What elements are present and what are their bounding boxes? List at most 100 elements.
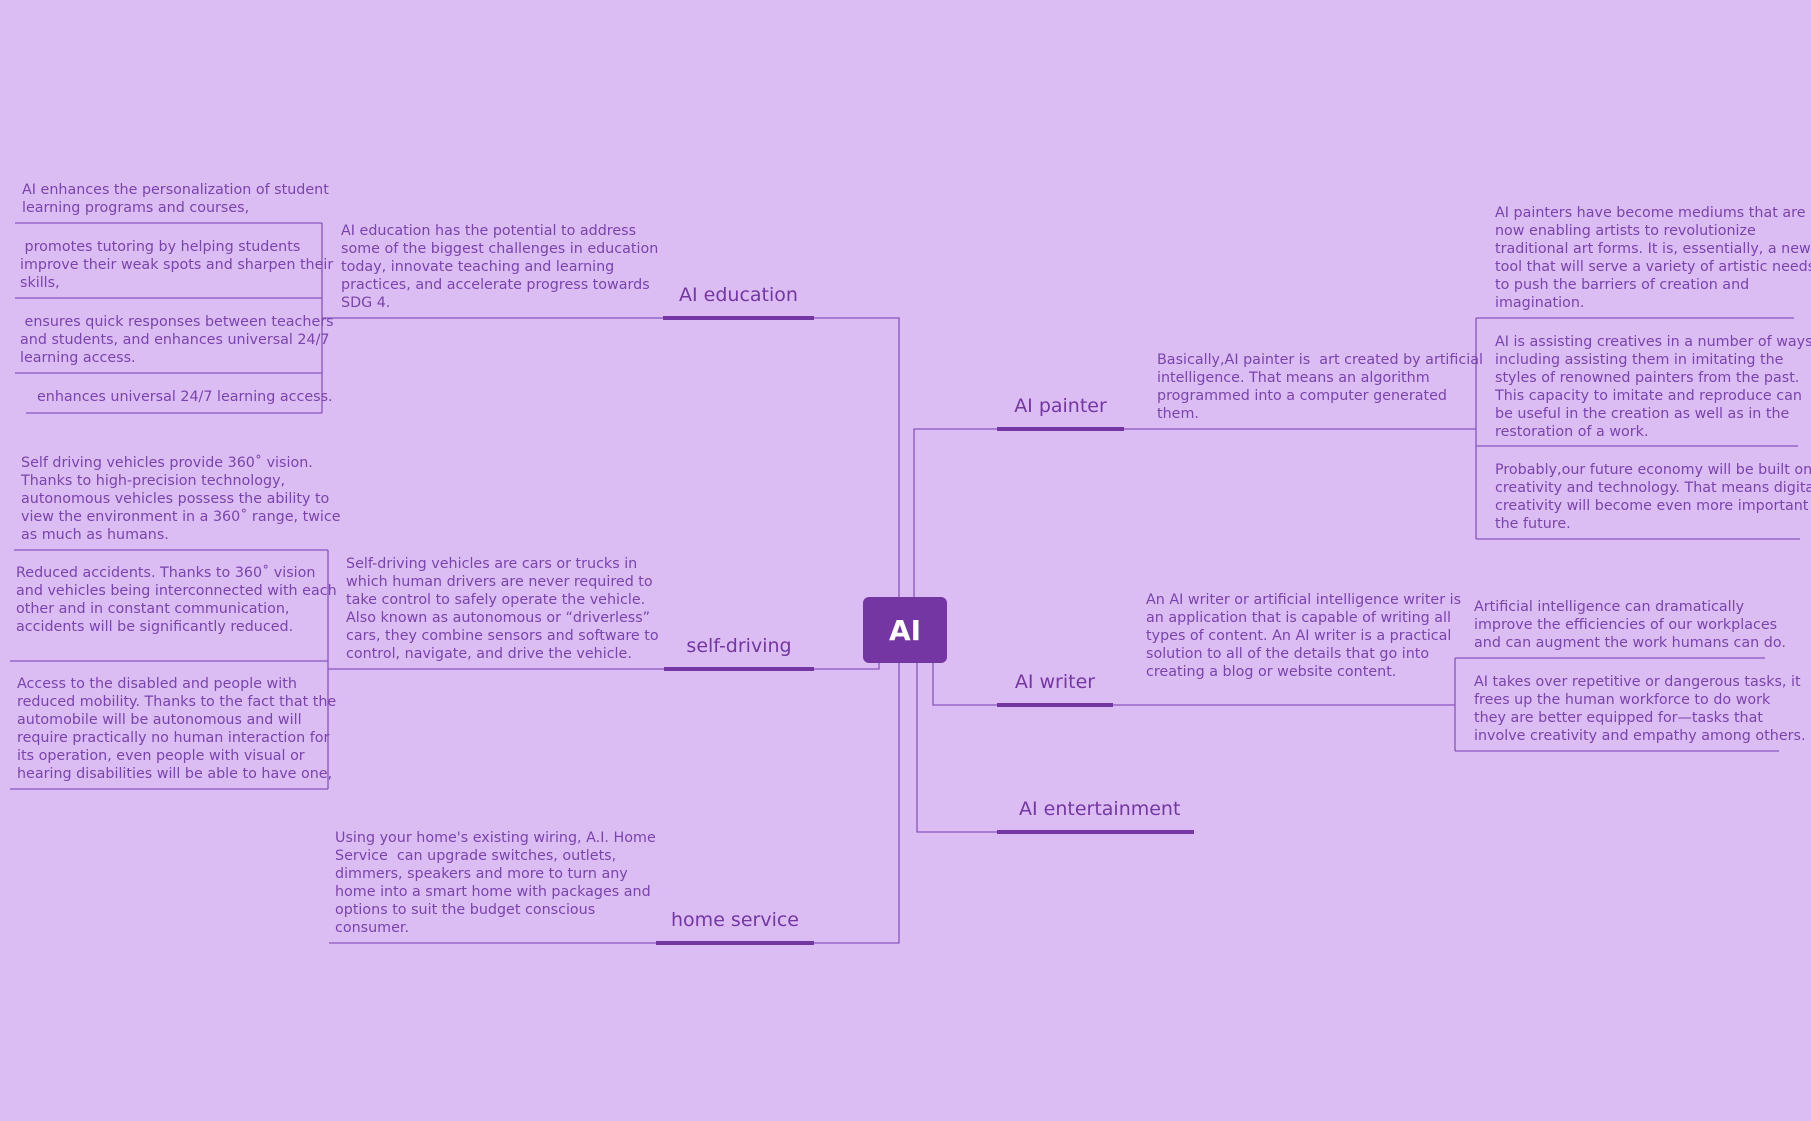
note-line: AI is assisting creatives in a number of… bbox=[1495, 334, 1811, 350]
note-line: programmed into a computer generated bbox=[1157, 387, 1447, 404]
note-line: Artificial intelligence can dramatically bbox=[1474, 599, 1745, 615]
note-line: skills, bbox=[20, 274, 60, 291]
note-line: Also known as autonomous or “driverless” bbox=[346, 609, 651, 626]
note-line: tool that will serve a variety of artist… bbox=[1495, 258, 1811, 275]
note-line: solution to all of the details that go i… bbox=[1146, 645, 1430, 662]
note-line: accidents will be significantly reduced. bbox=[16, 618, 294, 635]
note-line: to push the barriers of creation and bbox=[1495, 276, 1750, 293]
branch-ai-education[interactable]: AI education bbox=[679, 284, 798, 306]
note-line: improve their weak spots and sharpen the… bbox=[20, 256, 334, 273]
branch-bar-entertainment bbox=[997, 830, 1194, 834]
note-line: and can augment the work humans can do. bbox=[1474, 634, 1786, 651]
note-line: automobile will be autonomous and will bbox=[17, 711, 302, 728]
note-driving-vision: Self driving vehicles provide 360˚ visio… bbox=[21, 455, 341, 545]
note-line: reduced mobility. Thanks to the fact tha… bbox=[17, 693, 337, 710]
note-line: enhances universal 24/7 learning access. bbox=[37, 389, 333, 405]
branch-bar-painter bbox=[997, 427, 1124, 431]
note-line: and students, and enhances universal 24/… bbox=[20, 331, 330, 348]
note-home-summary: Using your home's existing wiring, A.I. … bbox=[335, 830, 656, 937]
note-painter-summary: Basically,AI painter is art created by a… bbox=[1157, 352, 1483, 424]
note-driving-accessibility: Access to the disabled and people with re… bbox=[17, 676, 336, 783]
note-line: autonomous vehicles possess the ability … bbox=[21, 490, 330, 507]
note-line: options to suit the budget conscious bbox=[335, 901, 596, 918]
note-line: its operation, even people with visual o… bbox=[17, 747, 305, 764]
note-line: some of the biggest challenges in educat… bbox=[341, 240, 659, 257]
note-line: practices, and accelerate progress towar… bbox=[341, 276, 650, 293]
edge-root-education bbox=[813, 317, 900, 597]
note-education-personalization: AI enhances the personalization of stude… bbox=[22, 182, 329, 218]
note-line: home into a smart home with packages and bbox=[335, 883, 651, 900]
note-line: creativity and technology. That means di… bbox=[1495, 479, 1811, 496]
note-line: ensures quick responses between teachers bbox=[20, 314, 334, 330]
note-line: now enabling artists to revolutionize bbox=[1495, 222, 1756, 239]
branch-ai-writer[interactable]: AI writer bbox=[1014, 671, 1096, 693]
branch-home-service[interactable]: home service bbox=[671, 909, 799, 931]
note-line: creativity will become even more importa… bbox=[1495, 497, 1811, 514]
note-line: involve creativity and empathy among oth… bbox=[1474, 727, 1806, 744]
note-education-summary: AI education has the potential to addres… bbox=[341, 223, 658, 313]
note-line: Self driving vehicles provide 360˚ visio… bbox=[21, 455, 313, 471]
note-line: AI takes over repetitive or dangerous ta… bbox=[1474, 674, 1801, 690]
branch-bar-home-service bbox=[656, 941, 814, 945]
note-line: require practically no human interaction… bbox=[17, 729, 330, 746]
note-driving-accidents: Reduced accidents. Thanks to 360˚ vision… bbox=[16, 565, 337, 637]
branch-ai-painter[interactable]: AI painter bbox=[1014, 395, 1107, 417]
edge-root-writer bbox=[932, 663, 997, 706]
note-line: AI painters have become mediums that are bbox=[1495, 205, 1806, 221]
note-line: other and in constant communication, bbox=[16, 600, 290, 617]
note-line: SDG 4. bbox=[341, 294, 391, 311]
note-line: traditional art forms. It is, essentiall… bbox=[1495, 240, 1811, 257]
note-line: styles of renowned painters from the pas… bbox=[1495, 369, 1800, 386]
note-line: today, innovate teaching and learning bbox=[341, 258, 615, 275]
note-line: be useful in the creation as well as in … bbox=[1495, 405, 1790, 422]
note-line: imagination. bbox=[1495, 294, 1585, 311]
note-line: the future. bbox=[1495, 515, 1571, 532]
branch-bar-self-driving bbox=[664, 667, 814, 671]
note-painter-assisting: AI is assisting creatives in a number of… bbox=[1495, 334, 1811, 441]
root-node[interactable]: AI bbox=[863, 597, 947, 663]
branch-ai-entertainment[interactable]: AI entertainment bbox=[1019, 798, 1181, 820]
note-writer-tasks: AI takes over repetitive or dangerous ta… bbox=[1474, 674, 1806, 746]
note-line: Using your home's existing wiring, A.I. … bbox=[335, 830, 656, 846]
note-line: which human drivers are never required t… bbox=[346, 573, 653, 590]
note-line: Self-driving vehicles are cars or trucks… bbox=[346, 556, 638, 572]
note-line: improve the efficiencies of our workplac… bbox=[1474, 616, 1778, 633]
note-line: including assisting them in imitating th… bbox=[1495, 351, 1784, 368]
note-line: Thanks to high-precision technology, bbox=[21, 472, 286, 489]
note-line: cars, they combine sensors and software … bbox=[346, 627, 659, 644]
note-line: types of content. An AI writer is a prac… bbox=[1146, 627, 1452, 644]
note-line: them. bbox=[1157, 405, 1199, 422]
note-education-tutoring: promotes tutoring by helping students imp… bbox=[20, 239, 333, 293]
note-line: learning access. bbox=[20, 349, 136, 366]
note-painter-future: Probably,our future economy will be buil… bbox=[1495, 462, 1811, 534]
note-line: promotes tutoring by helping students bbox=[20, 239, 301, 255]
note-line: control, navigate, and drive the vehicle… bbox=[346, 645, 632, 662]
note-line: Probably,our future economy will be buil… bbox=[1495, 462, 1811, 478]
branch-bar-education bbox=[663, 316, 814, 320]
note-line: AI education has the potential to addres… bbox=[341, 223, 637, 239]
note-line: AI enhances the personalization of stude… bbox=[22, 182, 329, 198]
note-line: Service can upgrade switches, outlets, bbox=[335, 847, 617, 864]
branch-bar-writer bbox=[997, 703, 1113, 707]
branch-self-driving[interactable]: self-driving bbox=[686, 635, 792, 657]
note-line: Basically,AI painter is art created by a… bbox=[1157, 352, 1483, 368]
note-line: view the environment in a 360˚ range, tw… bbox=[21, 508, 341, 525]
note-line: and vehicles being interconnected with e… bbox=[16, 582, 337, 599]
note-line: as much as humans. bbox=[21, 526, 169, 543]
edge-root-entertainment bbox=[916, 663, 997, 833]
note-line: dimmers, speakers and more to turn any bbox=[335, 865, 628, 882]
note-painter-mediums: AI painters have become mediums that are… bbox=[1495, 205, 1811, 312]
note-writer-summary: An AI writer or artificial intelligence … bbox=[1146, 592, 1461, 682]
note-line: frees up the human workforce to do work bbox=[1474, 691, 1771, 708]
note-education-learning-access: enhances universal 24/7 learning access. bbox=[37, 389, 333, 407]
note-line: Access to the disabled and people with bbox=[17, 676, 297, 692]
note-line: restoration of a work. bbox=[1495, 423, 1649, 440]
edge-root-home-service bbox=[813, 663, 900, 944]
note-line: an application that is capable of writin… bbox=[1146, 609, 1451, 626]
note-line: creating a blog or website content. bbox=[1146, 663, 1397, 680]
note-line: This capacity to imitate and reproduce c… bbox=[1495, 387, 1802, 404]
note-driving-summary: Self-driving vehicles are cars or trucks… bbox=[346, 556, 659, 663]
note-education-quick-responses: ensures quick responses between teachers… bbox=[20, 314, 334, 368]
note-line: Reduced accidents. Thanks to 360˚ vision bbox=[16, 565, 316, 581]
